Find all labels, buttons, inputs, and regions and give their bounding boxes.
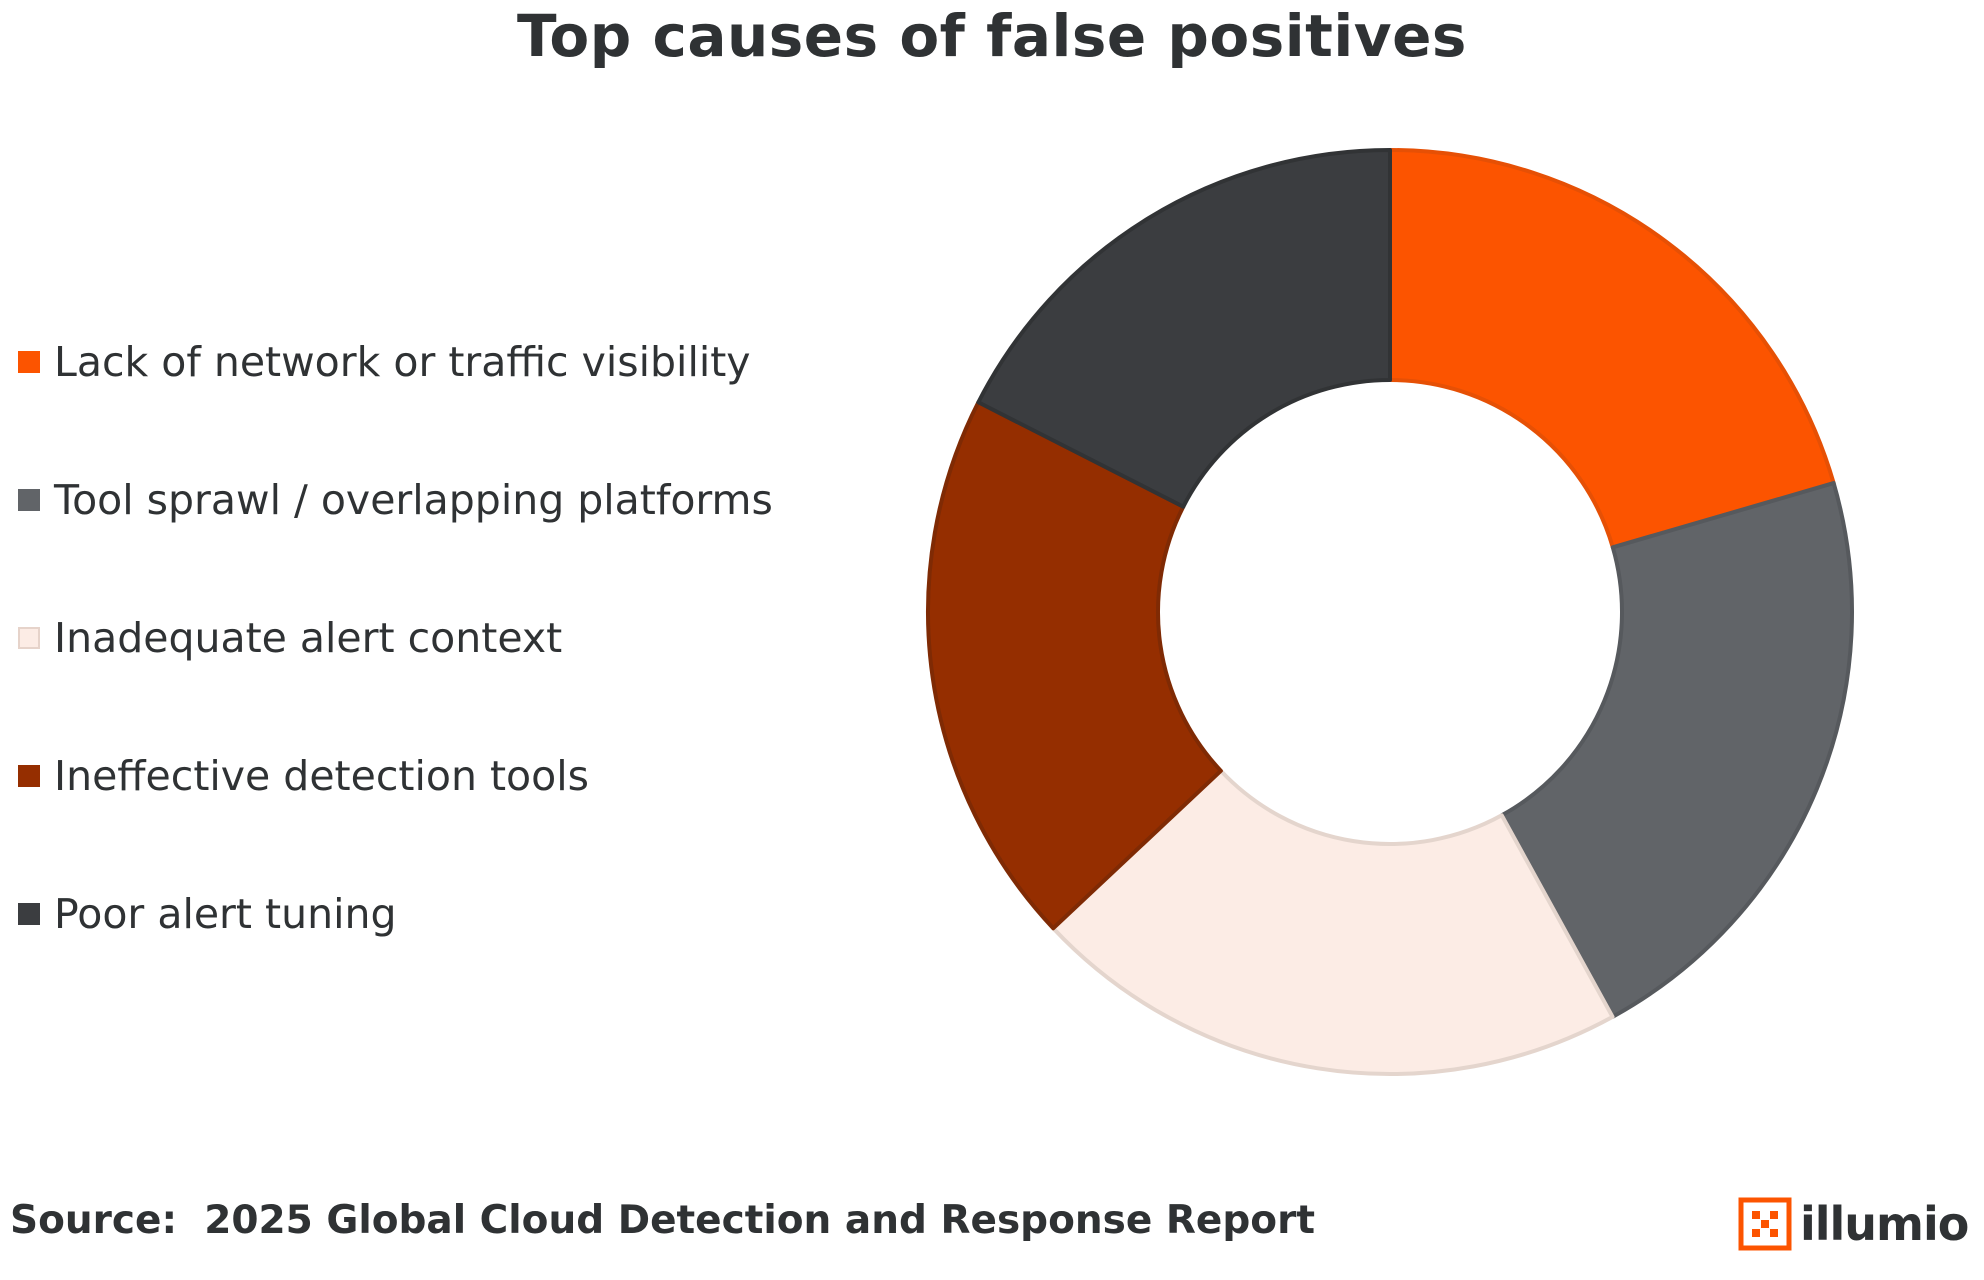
source-note: Source: 2025 Global Cloud Detection and …: [10, 1198, 1315, 1243]
legend-swatch: [18, 627, 40, 649]
legend-item: Poor alert tuning: [18, 884, 396, 944]
chart-title: Top causes of false positives: [517, 2, 1467, 70]
legend-label: Ineffective detection tools: [54, 752, 589, 800]
legend-item: Tool sprawl / overlapping platforms: [18, 470, 773, 530]
donut-chart: [926, 148, 1854, 1076]
legend-label: Tool sprawl / overlapping platforms: [54, 476, 773, 524]
legend-swatch: [18, 489, 40, 511]
logo-wordmark: illumio: [1800, 1197, 1969, 1251]
brand-logo: illumio: [1738, 1194, 1969, 1254]
legend-swatch: [18, 351, 40, 373]
donut-slice: [1499, 481, 1854, 1019]
donut-slice: [976, 148, 1392, 509]
donut-slice: [1051, 768, 1615, 1076]
legend-swatch: [18, 765, 40, 787]
legend-item: Inadequate alert context: [18, 608, 562, 668]
illumio-logo-icon: [1738, 1197, 1792, 1251]
legend-label: Lack of network or traffic visibility: [54, 338, 751, 386]
legend-swatch: [18, 903, 40, 925]
legend-item: Lack of network or traffic visibility: [18, 332, 751, 392]
donut-slice: [926, 400, 1223, 931]
legend-label: Inadequate alert context: [54, 614, 563, 662]
donut-slice: [1388, 148, 1836, 550]
legend-label: Poor alert tuning: [54, 890, 397, 938]
legend-item: Ineffective detection tools: [18, 746, 589, 806]
